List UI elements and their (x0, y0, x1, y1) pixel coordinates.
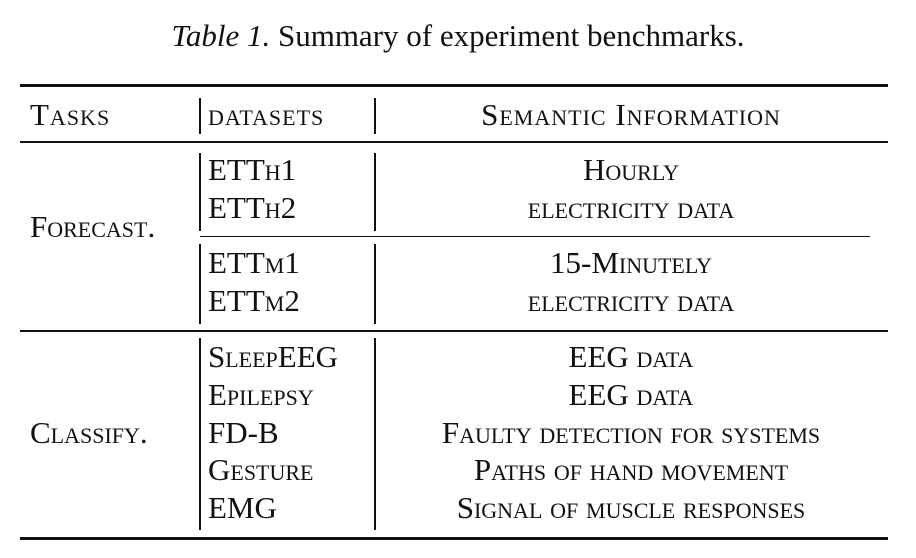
info-muscle-responses: Signal of muscle responses (456, 490, 806, 525)
dataset-sleepeeg: SleepEEG (208, 339, 339, 374)
dataset-etth1: ETTh1 (208, 152, 297, 187)
top-rule (20, 84, 888, 87)
info-hand-movement: Paths of hand movement (473, 452, 789, 487)
col-divider-left-forecast-1 (199, 153, 201, 231)
dataset-ettm1: ETTm1 (208, 245, 300, 280)
info-electricity-data-2: electricity data (527, 283, 735, 318)
dataset-fd-b: FD-B (208, 415, 279, 450)
section-rule (20, 330, 888, 332)
dataset-ettm2: ETTm2 (208, 283, 300, 318)
col-divider-right-classify (374, 338, 376, 530)
header-datasets: datasets (208, 97, 325, 132)
caption-label: Table 1. (171, 18, 271, 53)
col-divider-left-header (199, 98, 201, 134)
dataset-gesture: Gesture (208, 452, 314, 487)
col-divider-right-forecast-1 (374, 153, 376, 231)
caption-text: Summary of experiment benchmarks. (277, 18, 745, 53)
table-caption: Table 1. Summary of experiment benchmark… (0, 16, 916, 56)
info-hourly: Hourly (583, 152, 679, 187)
task-classify: Classify. (30, 415, 148, 450)
info-eeg-data-1: EEG data (568, 339, 694, 374)
info-15-minutely: 15-Minutely (550, 245, 712, 280)
col-divider-right-forecast-2 (374, 244, 376, 324)
header-semantic-information: Semantic Information (481, 97, 781, 132)
info-faulty-detection: Faulty detection for systems (441, 415, 821, 450)
forecast-group-rule (200, 236, 870, 237)
info-eeg-data-2: EEG data (568, 377, 694, 412)
dataset-etth2: ETTh2 (208, 190, 297, 225)
header-rule (20, 141, 888, 143)
col-divider-left-forecast-2 (199, 244, 201, 324)
info-electricity-data-1: electricity data (527, 190, 735, 225)
task-forecast: Forecast. (30, 209, 156, 244)
dataset-emg: EMG (208, 490, 277, 525)
header-tasks: Tasks (30, 97, 111, 132)
col-divider-left-classify (199, 338, 201, 530)
dataset-epilepsy: Epilepsy (208, 377, 314, 412)
col-divider-right-header (374, 98, 376, 134)
bottom-rule (20, 537, 888, 540)
